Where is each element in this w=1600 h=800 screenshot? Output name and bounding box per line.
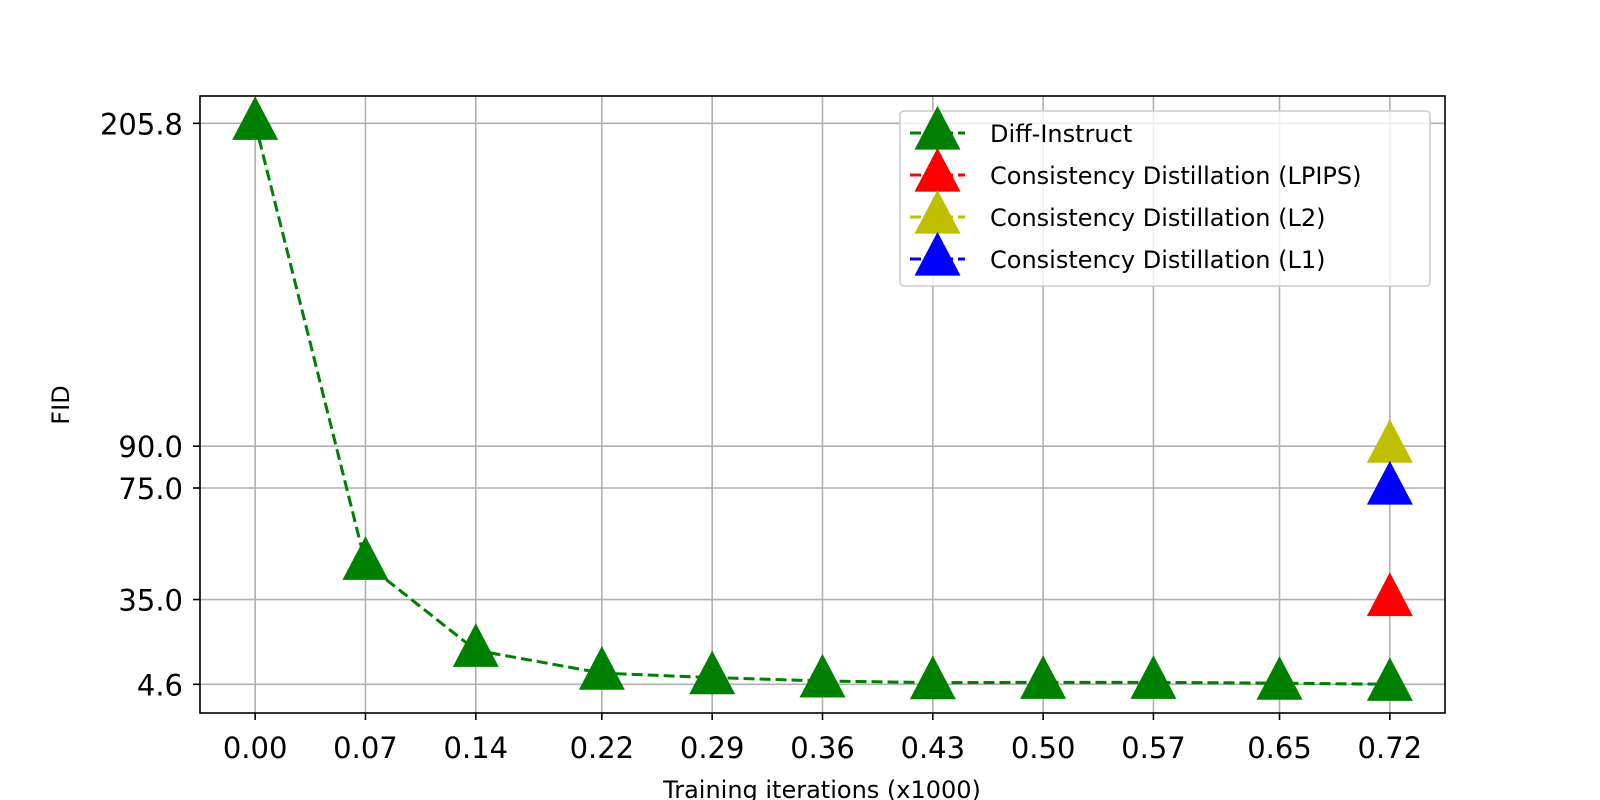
legend: Diff-Instruct Consistency Distillation (L… <box>899 105 1431 287</box>
data-point-marker <box>1256 656 1303 700</box>
data-point-marker <box>1020 655 1067 699</box>
x-tick-label: 0.22 <box>570 731 635 765</box>
data-point-marker <box>689 650 736 695</box>
legend-marker <box>914 105 961 150</box>
x-tick-label: 0.65 <box>1247 731 1312 765</box>
data-point-marker <box>1366 657 1413 701</box>
series-line-0 <box>253 122 1390 686</box>
legend-marker <box>914 231 961 276</box>
legend-frame <box>899 110 1431 287</box>
y-axis-label: FID <box>47 385 75 424</box>
data-point-marker <box>1366 419 1413 463</box>
data-point-marker <box>1366 460 1413 505</box>
legend-label: Consistency Distillation (L2) <box>990 204 1325 232</box>
x-tick-label: 0.50 <box>1011 731 1076 765</box>
data-point-marker <box>1130 655 1177 699</box>
y-tick-label: 90.0 <box>118 430 183 464</box>
series-lines <box>253 122 1390 686</box>
data-point-marker <box>1366 572 1413 617</box>
data-point-marker <box>909 655 956 700</box>
y-tick-label: 75.0 <box>118 472 183 506</box>
legend-label: Consistency Distillation (L1) <box>990 246 1325 274</box>
data-point-marker <box>232 96 279 140</box>
x-tick-label: 0.43 <box>901 731 966 765</box>
data-markers <box>232 96 1413 701</box>
x-tick-label: 0.57 <box>1121 731 1186 765</box>
x-tick-label: 0.36 <box>790 731 855 765</box>
legend-label: Consistency Distillation (LPIPS) <box>990 162 1361 190</box>
x-axis-label: Training iterations (x1000) <box>662 776 981 800</box>
data-point-marker <box>342 536 389 580</box>
y-tick-label: 4.6 <box>137 668 183 702</box>
legend-marker <box>914 147 961 192</box>
y-tick-label: 205.8 <box>100 107 183 141</box>
x-tick-label: 0.07 <box>333 731 398 765</box>
y-tick-label: 35.0 <box>118 584 183 618</box>
axis-ticks: 0.00 0.07 0.14 0.22 0.29 0.36 0.43 0.50 0.57 0.65… <box>100 107 1422 765</box>
x-tick-label: 0.72 <box>1358 731 1423 765</box>
data-point-marker <box>452 623 499 667</box>
x-tick-label: 0.00 <box>223 731 288 765</box>
legend-marker <box>914 189 961 234</box>
x-tick-label: 0.14 <box>444 731 509 765</box>
data-point-marker <box>578 646 625 690</box>
x-tick-label: 0.29 <box>680 731 745 765</box>
data-point-marker <box>799 653 846 698</box>
legend-label: Diff-Instruct <box>990 120 1132 148</box>
